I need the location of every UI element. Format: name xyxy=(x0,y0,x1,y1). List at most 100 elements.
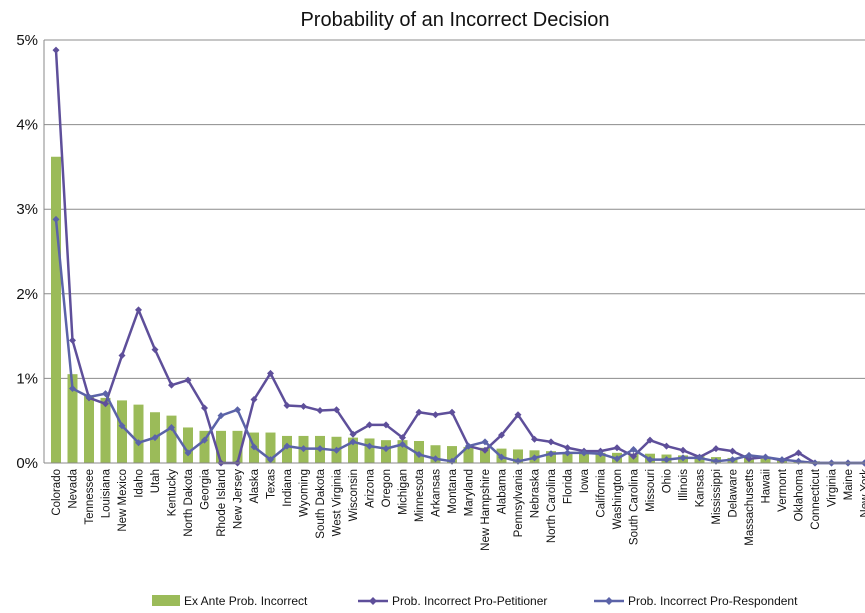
x-tick-label: Arkansas xyxy=(431,469,443,517)
bar xyxy=(348,437,358,463)
x-tick-label: Minnesota xyxy=(414,468,426,522)
x-tick-label: New Mexico xyxy=(117,469,129,532)
point xyxy=(432,455,439,463)
point xyxy=(696,454,703,462)
point xyxy=(679,454,687,462)
point xyxy=(762,453,769,461)
point xyxy=(52,215,60,223)
point xyxy=(366,421,373,429)
point xyxy=(69,385,76,393)
point xyxy=(663,456,670,464)
point xyxy=(498,453,505,461)
x-tick-label: Wisconsin xyxy=(348,469,360,521)
legend-label: Prob. Incorrect Pro-Petitioner xyxy=(392,594,547,608)
point xyxy=(333,446,340,454)
bar xyxy=(67,374,78,463)
x-tick-label: South Carolina xyxy=(629,468,641,545)
x-tick-label: Wyoming xyxy=(299,469,311,517)
x-tick-labels: Colorado Nevada Tennessee Louisiana New Mexi… xyxy=(51,468,865,551)
legend-marker xyxy=(605,597,613,605)
point xyxy=(151,434,159,442)
point xyxy=(729,447,736,455)
legend-marker xyxy=(369,597,377,605)
x-tick-label: Utah xyxy=(150,469,162,493)
x-tick-label: California xyxy=(596,468,608,517)
legend-swatch xyxy=(152,595,180,606)
x-tick-label: Idaho xyxy=(134,469,146,498)
y-tick-label: 5% xyxy=(16,32,38,49)
x-tick-label: North Dakota xyxy=(183,468,195,536)
point xyxy=(201,436,208,444)
point xyxy=(267,369,274,377)
point xyxy=(118,352,126,360)
x-tick-label: New York xyxy=(860,469,865,518)
x-tick-label: Connecticut xyxy=(810,468,822,530)
x-tick-label: Colorado xyxy=(51,469,63,516)
bar xyxy=(562,452,573,463)
x-tick-label: Virginia xyxy=(827,468,839,507)
bar xyxy=(265,432,276,463)
point xyxy=(514,411,522,419)
x-tick-label: Texas xyxy=(266,469,278,499)
point xyxy=(85,393,93,401)
point xyxy=(102,400,109,408)
point xyxy=(102,390,109,398)
y-tick-label: 3% xyxy=(16,201,38,218)
x-tick-label: Tennessee xyxy=(84,469,96,525)
bar xyxy=(183,427,193,463)
point xyxy=(531,435,538,443)
point xyxy=(729,456,736,464)
bar xyxy=(463,446,474,463)
point xyxy=(234,406,241,414)
point xyxy=(580,449,588,457)
point xyxy=(201,404,208,412)
point xyxy=(184,449,192,457)
point xyxy=(630,445,637,453)
point xyxy=(267,456,274,464)
legend-label: Prob. Incorrect Pro-Respondent xyxy=(628,594,798,608)
x-tick-label: Maine xyxy=(843,469,855,500)
x-tick-label: North Carolina xyxy=(546,468,558,543)
point xyxy=(481,446,489,454)
bar-series xyxy=(51,156,865,464)
point xyxy=(745,451,753,459)
bar xyxy=(232,430,243,463)
x-tick-label: South Dakota xyxy=(315,468,327,538)
point xyxy=(465,442,472,450)
point xyxy=(349,430,357,438)
point xyxy=(613,455,621,463)
point xyxy=(597,450,604,458)
bar xyxy=(447,446,457,463)
x-tick-label: Indiana xyxy=(282,468,294,506)
point xyxy=(531,454,538,462)
point xyxy=(547,450,555,458)
legend: Ex Ante Prob. Incorrect Prob. Incorrect P… xyxy=(152,594,798,608)
bar xyxy=(133,404,144,463)
bar xyxy=(84,395,94,463)
x-tick-label: Hawaii xyxy=(761,469,773,504)
x-tick-label: Iowa xyxy=(579,468,591,493)
bar xyxy=(595,452,606,463)
point xyxy=(300,402,307,410)
point xyxy=(663,442,670,450)
point xyxy=(283,442,291,450)
point xyxy=(564,444,571,452)
point xyxy=(399,434,406,442)
bar xyxy=(216,430,226,463)
x-tick-label: Kentucky xyxy=(167,469,179,517)
point xyxy=(481,438,489,446)
x-tick-label: Maryland xyxy=(464,469,476,516)
point xyxy=(168,423,175,431)
point xyxy=(432,411,439,419)
x-tick-label: Washington xyxy=(612,469,624,529)
point xyxy=(250,396,258,404)
bar xyxy=(579,452,589,463)
point xyxy=(415,408,423,416)
legend-label: Ex Ante Prob. Incorrect xyxy=(184,594,308,608)
x-tick-label: Arizona xyxy=(365,468,377,508)
point xyxy=(795,449,802,457)
point xyxy=(448,408,456,416)
point xyxy=(184,376,192,384)
y-tick-label: 2% xyxy=(16,286,38,303)
